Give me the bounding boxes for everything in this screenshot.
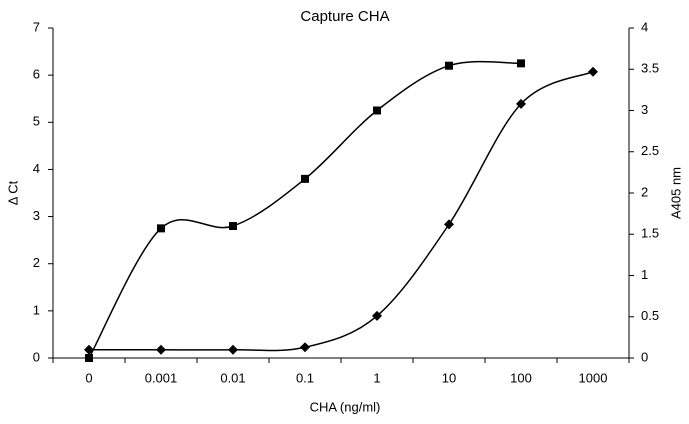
x-tick-label: 0 bbox=[85, 370, 92, 385]
point bbox=[85, 354, 93, 362]
x-tick-label: 1000 bbox=[579, 370, 608, 385]
point bbox=[516, 98, 526, 109]
series-line bbox=[89, 71, 594, 352]
point bbox=[300, 342, 310, 353]
x-tick-label: 0.01 bbox=[220, 370, 245, 385]
point bbox=[157, 224, 165, 233]
y2-axis-label: A405 nm bbox=[668, 167, 683, 219]
point bbox=[372, 310, 382, 321]
point bbox=[156, 344, 166, 355]
y2-tick-label: 0 bbox=[641, 349, 648, 364]
y-tick-label: 0 bbox=[33, 349, 40, 364]
y2-tick-label: 0.5 bbox=[641, 308, 659, 323]
y2-tick-label: 1.5 bbox=[641, 226, 659, 241]
x-tick-label: 100 bbox=[510, 370, 532, 385]
x-tick-label: 1 bbox=[373, 370, 380, 385]
series-line bbox=[88, 60, 522, 359]
point bbox=[301, 174, 309, 183]
y2-tick-label: 2.5 bbox=[641, 143, 659, 158]
point bbox=[517, 59, 525, 68]
x-tick-label: 0.001 bbox=[145, 370, 178, 385]
y-tick-label: 4 bbox=[33, 161, 40, 176]
y-tick-label: 1 bbox=[33, 302, 40, 317]
x-tick-label: 0.1 bbox=[296, 370, 314, 385]
y2-tick-label: 3 bbox=[641, 102, 648, 117]
y-tick-label: 7 bbox=[33, 19, 40, 34]
y-tick-label: 3 bbox=[33, 208, 40, 223]
y-axis-label: Δ Ct bbox=[5, 180, 20, 205]
point bbox=[588, 66, 598, 77]
point bbox=[229, 222, 237, 230]
y2-tick-label: 3.5 bbox=[641, 61, 659, 76]
y2-tick-label: 2 bbox=[641, 184, 648, 199]
chart-title: Capture CHA bbox=[300, 8, 389, 25]
y2-tick-label: 4 bbox=[641, 19, 648, 34]
point bbox=[228, 344, 238, 355]
y-tick-label: 6 bbox=[33, 67, 40, 82]
y-tick-label: 2 bbox=[33, 255, 40, 270]
y2-tick-label: 1 bbox=[641, 267, 648, 282]
y-tick-label: 5 bbox=[33, 114, 40, 129]
x-axis-label: CHA (ng/ml) bbox=[310, 399, 381, 414]
point bbox=[373, 106, 381, 115]
x-tick-label: 10 bbox=[442, 370, 456, 385]
point bbox=[84, 344, 94, 355]
point bbox=[445, 61, 453, 70]
point bbox=[444, 219, 454, 230]
